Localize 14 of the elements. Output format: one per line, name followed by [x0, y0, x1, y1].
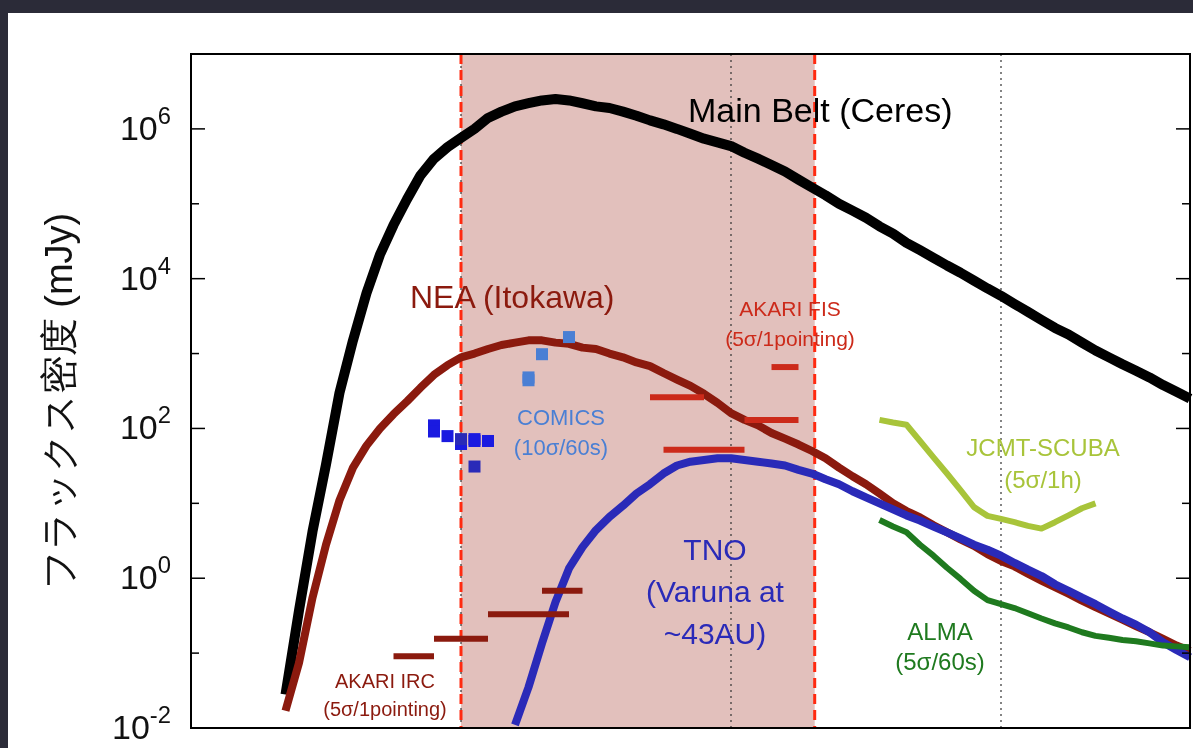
series-label: NEA (Itokawa): [410, 279, 615, 315]
series-label: COMICS (10σ/60s): [513, 405, 609, 460]
series-label: JCMT-SCUBA (5σ/1h): [966, 434, 1120, 493]
y-tick-label: 10$^{4}$: [119, 251, 171, 297]
y-tick-label: 10$^{2}$: [119, 401, 171, 447]
y-tick-label: 10$^{0}$: [119, 551, 171, 597]
series-label: Main Belt (Ceres): [688, 91, 953, 129]
series-label: AKARI IRC (5σ/1pointing): [323, 670, 447, 720]
text: AKARI FIS (5σ/1pointing): [725, 297, 855, 350]
y-tick-label: 10$^{6}$: [119, 101, 171, 147]
series-label: ALMA (5σ/60s): [895, 618, 985, 675]
y-axis-title: フラックス密度 (mJy): [38, 212, 80, 590]
y-tick-label: 10$^{-2}$: [112, 700, 171, 746]
series-label: TNO (Varuna at ~43AU): [646, 533, 785, 650]
